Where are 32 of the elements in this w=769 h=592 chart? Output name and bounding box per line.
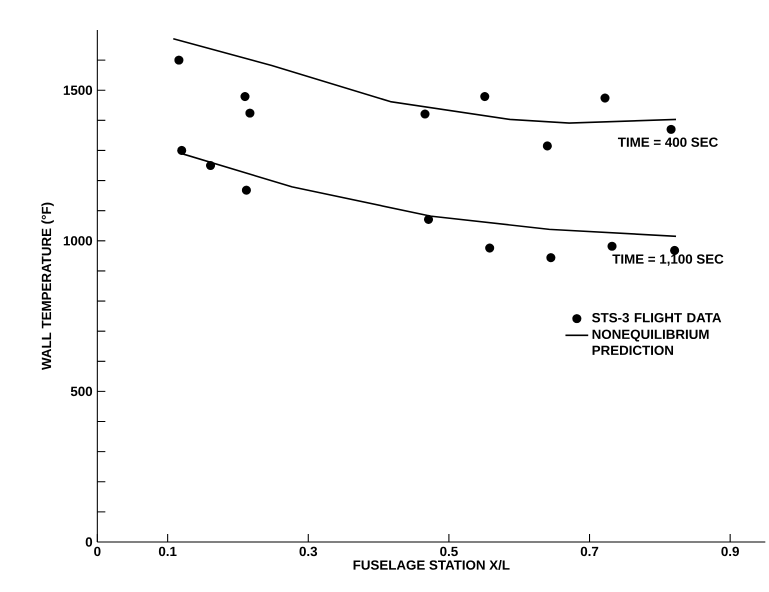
y-axis-title: WALL TEMPERATURE (°F) [41,202,54,370]
point [600,94,610,103]
point [206,160,216,170]
annotation: TIME = 1,100 SEC [612,254,724,266]
x-axis-title: FUSELAGE STATION X/L [354,560,510,570]
point [174,56,184,65]
x-tick-label: 0.5 [440,546,458,556]
y-tick-label: 0 [86,537,92,547]
point [480,92,490,102]
point [242,186,251,195]
y-tick-label: 1000 [64,236,92,246]
x-tick-label: 0.1 [158,546,177,556]
x-tick-label: 0.3 [300,546,318,556]
x-tick-label: 0.9 [721,546,739,556]
point [542,141,552,150]
point [666,124,676,134]
y-tick-label: 1500 [64,86,92,95]
legend-label: NONEQUILIBRIUM PREDICTION [592,330,709,356]
legend-label: STS-3 FLIGHT DATA [592,312,722,322]
point [485,244,494,253]
point [546,253,556,262]
x-tick-label: 0 [94,546,101,556]
point [240,92,250,102]
point [424,214,434,224]
point [177,146,186,155]
annotation: TIME = 400 SEC [618,137,718,147]
point [420,109,430,119]
line-series [172,38,677,124]
point [607,242,617,251]
point [245,108,254,118]
y-tick-label: 500 [70,386,92,396]
x-tick-label: 0.7 [580,546,598,556]
